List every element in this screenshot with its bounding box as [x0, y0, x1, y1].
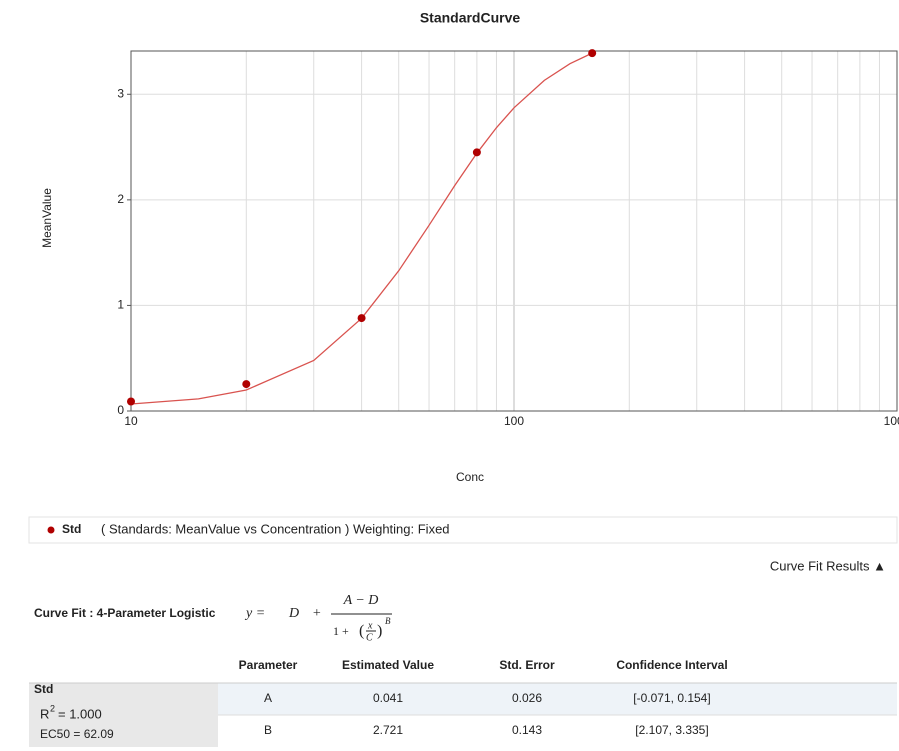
paren: ) [377, 623, 382, 640]
legend-note: ( Standards: MeanValue vs Concentration … [101, 521, 450, 536]
grid [130, 51, 898, 412]
eq-numerator: A − D [343, 593, 379, 608]
column-header: Parameter [239, 658, 298, 672]
legend-marker [47, 526, 55, 534]
data-point [242, 380, 251, 389]
group-name: Std [34, 682, 53, 696]
r2-sup: 2 [50, 703, 55, 713]
chart-title: StandardCurve [420, 10, 521, 26]
eq-exponent: B [385, 616, 391, 626]
column-header: Estimated Value [342, 658, 434, 672]
eq-lhs: y = [244, 606, 265, 621]
table-cell: 0.026 [512, 691, 542, 705]
y-tick-label: 2 [117, 192, 124, 206]
x-tick-label: 100 [504, 414, 524, 428]
x-tick-label: 10 [124, 414, 138, 428]
y-tick-label: 3 [117, 86, 124, 100]
table-cell: [-0.071, 0.154] [633, 691, 710, 705]
y-tick-label: 0 [117, 403, 124, 417]
results-toggle[interactable]: Curve Fit Results ▲ [770, 558, 886, 573]
table-cell: B [264, 723, 272, 737]
eq-x: x [367, 620, 373, 631]
plot [127, 49, 597, 406]
table-cell: A [264, 691, 272, 705]
eq-d: D [288, 606, 299, 621]
results-table: Std R 2 = 1.000 EC50 = 62.09 Parameter Es… [29, 658, 897, 747]
legend-box [28, 516, 898, 544]
group-cell [29, 683, 218, 747]
eq-c: C [366, 632, 373, 643]
fit-label: Curve Fit : 4-Parameter Logistic [34, 606, 216, 620]
table-cell: [2.107, 3.335] [635, 723, 708, 737]
column-header: Std. Error [499, 658, 555, 672]
x-axis-label: Conc [456, 470, 484, 484]
column-header: Confidence Interval [616, 658, 727, 672]
x-tick-label: 1000 [884, 414, 899, 428]
paren: ( [359, 623, 364, 640]
eq-one-plus: 1 + [333, 624, 349, 638]
data-point [127, 397, 135, 406]
plot-frame [130, 50, 898, 412]
data-point [588, 49, 597, 58]
y-tick-label: 1 [117, 298, 124, 312]
y-axis-label: MeanValue [40, 188, 54, 248]
eq-plus: + [312, 606, 321, 621]
table-cell: 2.721 [373, 723, 403, 737]
ec50: EC50 = 62.09 [40, 727, 114, 741]
legend-label[interactable]: Std [62, 522, 81, 536]
r2-label: R [40, 706, 49, 721]
fit-curve [130, 52, 593, 405]
r2-text: = 1.000 [58, 706, 102, 721]
data-point [472, 148, 481, 157]
table-cell: 0.143 [512, 723, 542, 737]
table-cell: 0.041 [373, 691, 403, 705]
data-point [357, 314, 366, 323]
